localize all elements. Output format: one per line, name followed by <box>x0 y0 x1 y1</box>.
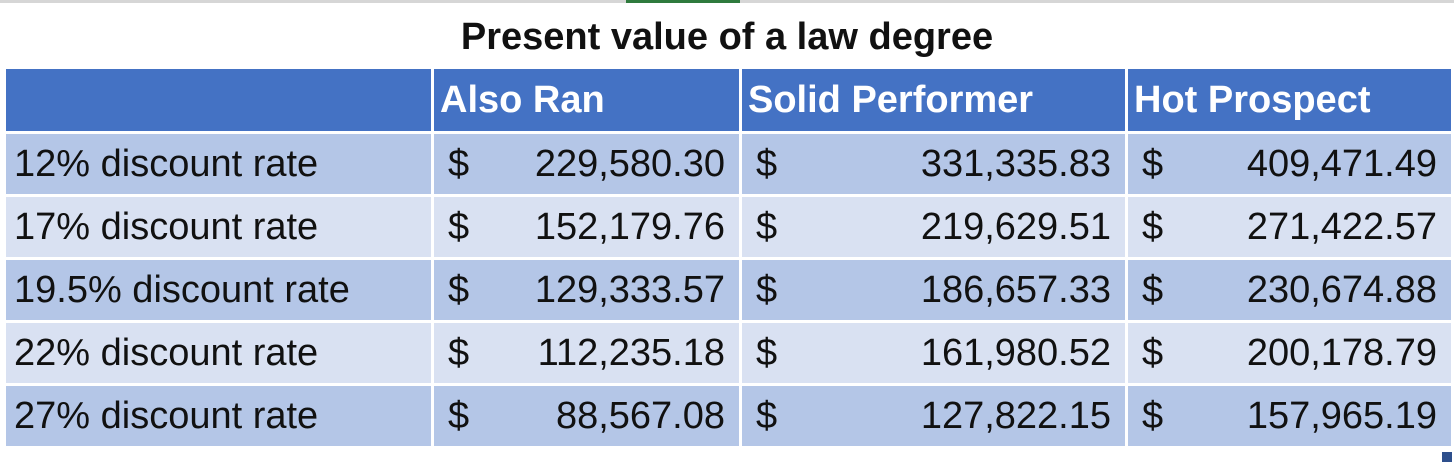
cell-value: 409,471.49 <box>1246 142 1437 185</box>
row-label-cell[interactable]: 22% discount rate <box>3 320 434 386</box>
solid-performer-cell[interactable]: $219,629.51 <box>739 194 1128 260</box>
row-label-cell[interactable]: 27% discount rate <box>3 383 434 449</box>
solid-performer-cell[interactable]: $186,657.33 <box>739 257 1128 323</box>
cell-value: 229,580.30 <box>534 142 725 185</box>
also-ran-cell[interactable]: $152,179.76 <box>431 194 742 260</box>
cell-value: 157,965.19 <box>1246 394 1437 437</box>
header-cell-also-ran[interactable]: Also Ran <box>431 66 742 134</box>
currency-symbol: $ <box>448 268 470 311</box>
solid-performer-cell[interactable]: $127,822.15 <box>739 383 1128 449</box>
table-row: 27% discount rate $88,567.08 $127,822.15… <box>3 383 1454 449</box>
row-label-cell[interactable]: 17% discount rate <box>3 194 434 260</box>
currency-symbol: $ <box>1142 331 1164 374</box>
solid-performer-cell[interactable]: $161,980.52 <box>739 320 1128 386</box>
cell-value: 127,822.15 <box>920 394 1111 437</box>
currency-symbol: $ <box>1142 142 1164 185</box>
currency-symbol: $ <box>756 268 778 311</box>
currency-symbol: $ <box>756 142 778 185</box>
cell-value: 88,567.08 <box>555 394 725 437</box>
cell-value: 129,333.57 <box>534 268 725 311</box>
cell-value: 161,980.52 <box>920 331 1111 374</box>
header-cell-solid-performer[interactable]: Solid Performer <box>739 66 1128 134</box>
table-row: 17% discount rate $152,179.76 $219,629.5… <box>3 194 1454 260</box>
currency-symbol: $ <box>756 205 778 248</box>
currency-symbol: $ <box>1142 268 1164 311</box>
table-row: 19.5% discount rate $129,333.57 $186,657… <box>3 257 1454 323</box>
header-cell-hot-prospect[interactable]: Hot Prospect <box>1125 66 1454 134</box>
header-row: Also Ran Solid Performer Hot Prospect <box>3 66 1454 134</box>
hot-prospect-cell[interactable]: $271,422.57 <box>1125 194 1454 260</box>
cell-value: 152,179.76 <box>534 205 725 248</box>
also-ran-cell[interactable]: $112,235.18 <box>431 320 742 386</box>
currency-symbol: $ <box>1142 394 1164 437</box>
table-title: Present value of a law degree <box>460 16 994 58</box>
cell-value: 200,178.79 <box>1246 331 1437 374</box>
row-label-cell[interactable]: 19.5% discount rate <box>3 257 434 323</box>
table-row: 12% discount rate $229,580.30 $331,335.8… <box>3 131 1454 197</box>
currency-symbol: $ <box>448 205 470 248</box>
present-value-table: Also Ran Solid Performer Hot Prospect 12… <box>3 66 1454 449</box>
solid-performer-cell[interactable]: $331,335.83 <box>739 131 1128 197</box>
hot-prospect-cell[interactable]: $200,178.79 <box>1125 320 1454 386</box>
currency-symbol: $ <box>448 394 470 437</box>
hot-prospect-cell[interactable]: $157,965.19 <box>1125 383 1454 449</box>
currency-symbol: $ <box>448 142 470 185</box>
cell-value: 112,235.18 <box>537 331 725 374</box>
row-label-cell[interactable]: 12% discount rate <box>3 131 434 197</box>
header-cell-empty[interactable] <box>3 66 434 134</box>
table-resize-handle[interactable] <box>1442 452 1452 462</box>
cell-value: 331,335.83 <box>920 142 1111 185</box>
currency-symbol: $ <box>756 394 778 437</box>
also-ran-cell[interactable]: $88,567.08 <box>431 383 742 449</box>
cell-value: 271,422.57 <box>1246 205 1437 248</box>
also-ran-cell[interactable]: $229,580.30 <box>431 131 742 197</box>
cell-value: 186,657.33 <box>920 268 1111 311</box>
hot-prospect-cell[interactable]: $230,674.88 <box>1125 257 1454 323</box>
currency-symbol: $ <box>448 331 470 374</box>
selected-tab-accent <box>626 0 740 3</box>
also-ran-cell[interactable]: $129,333.57 <box>431 257 742 323</box>
cell-value: 219,629.51 <box>920 205 1111 248</box>
cell-value: 230,674.88 <box>1246 268 1437 311</box>
currency-symbol: $ <box>1142 205 1164 248</box>
currency-symbol: $ <box>756 331 778 374</box>
hot-prospect-cell[interactable]: $409,471.49 <box>1125 131 1454 197</box>
table-row: 22% discount rate $112,235.18 $161,980.5… <box>3 320 1454 386</box>
